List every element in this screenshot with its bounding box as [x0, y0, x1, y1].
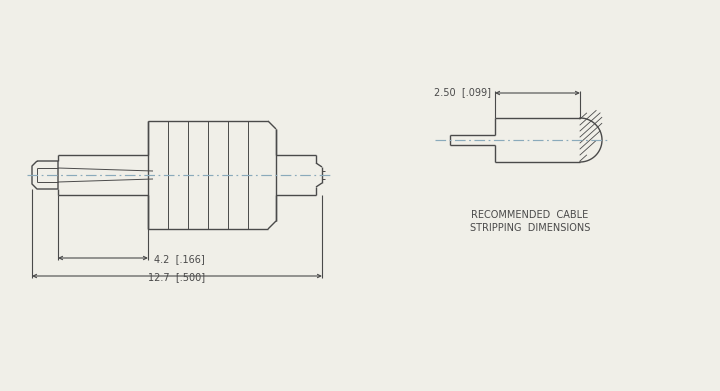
Text: RECOMMENDED  CABLE: RECOMMENDED CABLE [472, 210, 589, 220]
Text: 12.7  [.500]: 12.7 [.500] [148, 272, 206, 282]
Text: 2.50  [.099]: 2.50 [.099] [434, 87, 491, 97]
Text: 4.2  [.166]: 4.2 [.166] [154, 254, 204, 264]
Text: STRIPPING  DIMENSIONS: STRIPPING DIMENSIONS [470, 223, 590, 233]
